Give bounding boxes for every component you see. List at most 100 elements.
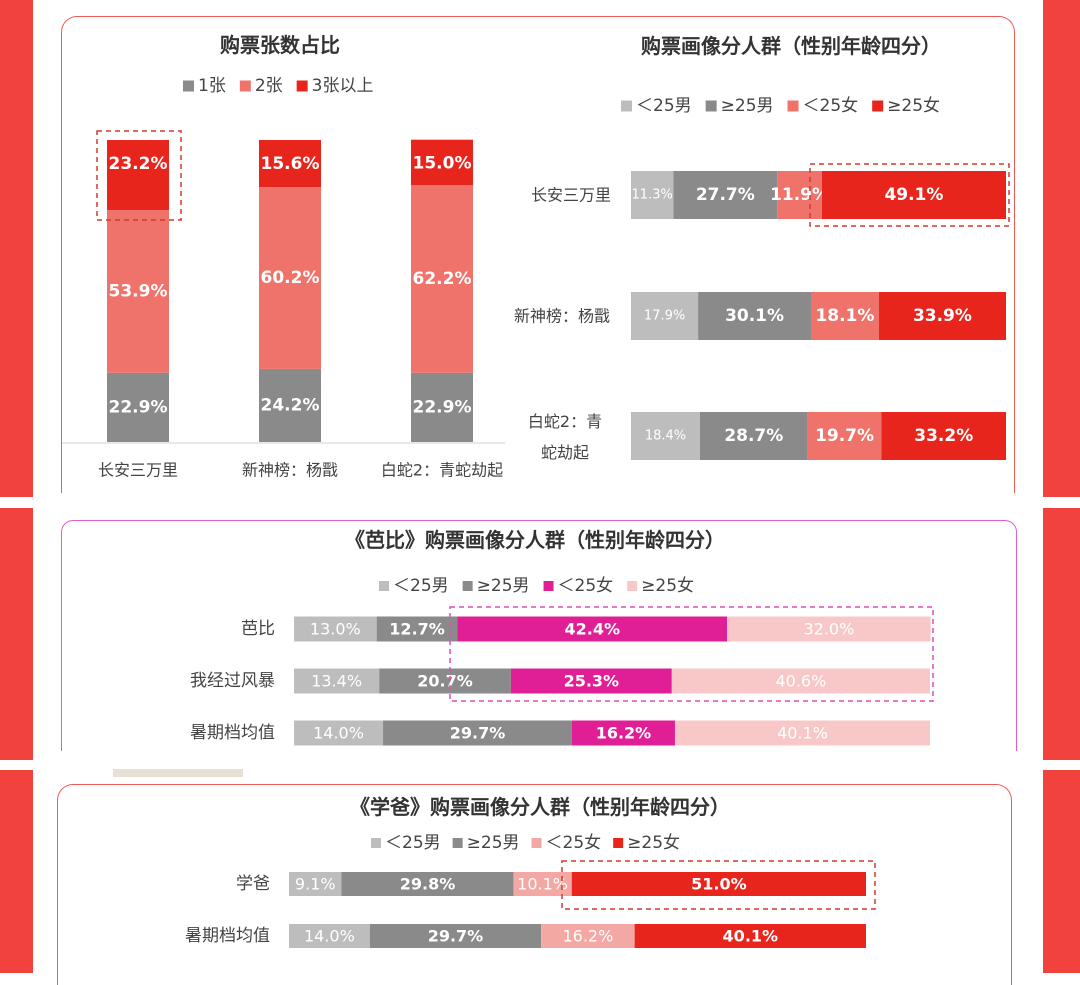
chart3-bar-2-1 [383, 720, 572, 746]
chart2-legend-swatch-0 [621, 100, 632, 112]
left-side-bar-middle [0, 508, 33, 760]
chart1-category-label-0: 长安三万里 [98, 461, 178, 480]
chart2-category-label-2-line-0: 白蛇2：青 [528, 412, 602, 431]
chart2-legend-label-0: ＜25男 [636, 96, 692, 116]
chart2-legend-label-3: ≥25女 [887, 96, 940, 116]
chart4-data-label-0-3: 51.0% [691, 875, 747, 894]
chart1-bar-0-2 [107, 140, 169, 211]
chart3-legend-label-2: ＜25女 [558, 576, 614, 596]
chart3-legend-label-0: ＜25男 [393, 576, 449, 596]
chart2-bar-0-3 [821, 171, 1006, 219]
chart2-bar-0-0 [631, 171, 674, 219]
chart4-bar-0-0 [289, 872, 342, 896]
chart2-category-label-0: 长安三万里 [531, 186, 611, 205]
chart1-bar-2-0 [411, 372, 473, 442]
chart3-category-label-0: 芭比 [241, 619, 275, 639]
chart2-bar-1-1 [698, 292, 811, 340]
chart3-data-label-1-2: 25.3% [564, 672, 620, 691]
chart4-bar-0-1 [341, 872, 514, 896]
chart2-bar-2-2 [807, 412, 882, 460]
chart2-bar-0-2 [777, 171, 822, 219]
chart3-category-label-2: 暑期档均值 [190, 723, 275, 743]
chart2-bar-2-0 [631, 412, 700, 460]
chart2-data-label-2-3: 33.2% [914, 426, 973, 446]
chart3-bar-1-3 [671, 668, 930, 694]
chart3-data-label-1-3: 40.6% [775, 672, 826, 691]
chart4-legend-swatch-2 [531, 838, 542, 848]
chart4-data-label-0-2: 10.1% [517, 875, 568, 894]
chart2-data-label-0-2: 11.9% [770, 185, 829, 205]
chart2-highlight-box [809, 163, 1010, 227]
chart1-title: 购票张数占比 [220, 33, 340, 57]
chart1-legend-label-2: 3张以上 [312, 76, 374, 96]
chart3-data-label-1-1: 20.7% [417, 672, 473, 691]
chart2-data-label-1-0: 17.9% [644, 309, 685, 324]
chart4-bar-0-3 [571, 872, 866, 896]
chart2-bar-1-2 [811, 292, 879, 340]
chart3-legend-label-3: ≥25女 [641, 576, 694, 596]
chart3-data-label-0-0: 13.0% [310, 620, 361, 639]
chart2-data-label-1-2: 18.1% [815, 306, 874, 326]
chart2-bar-1-3 [878, 292, 1006, 340]
chart3-bar-1-1 [379, 668, 511, 694]
chart1-bar-2-2 [411, 139, 473, 185]
chart2-title: 购票画像分人群（性别年龄四分） [641, 34, 941, 58]
chart1-category-label-2: 白蛇2：青蛇劫起 [381, 461, 503, 480]
chart4-legend-label-1: ≥25男 [467, 833, 520, 853]
chart4-bar-1-1 [369, 924, 542, 948]
chart3-data-label-1-0: 13.4% [311, 672, 362, 691]
chart4-bar-1-2 [541, 924, 635, 948]
chart1-bar-0-1 [107, 210, 169, 373]
chart2-legend-label-1: ≥25男 [721, 96, 774, 116]
chart3-legend-swatch-1 [462, 581, 473, 591]
chart3-legend-swatch-3 [627, 581, 638, 591]
chart3-bar-1-2 [510, 668, 672, 694]
chart3-bar-0-0 [294, 616, 377, 642]
chart4-data-label-1-0: 14.0% [304, 927, 355, 946]
chart2-category-label-2-line-1: 蛇劫起 [541, 443, 589, 462]
chart1-highlight-box [96, 130, 182, 221]
right-side-bar-top [1043, 0, 1080, 497]
chart4-data-label-1-2: 16.2% [562, 927, 613, 946]
chart4-data-label-0-1: 29.8% [400, 875, 456, 894]
chart1-bar-1-1 [259, 187, 321, 369]
chart3-bar-1-0 [294, 668, 380, 694]
chart3-data-label-2-0: 14.0% [313, 724, 364, 743]
chart1-legend-label-1: 2张 [255, 76, 283, 96]
chart3-bar-2-0 [294, 720, 384, 746]
chart2-data-label-2-2: 19.7% [815, 426, 874, 446]
chart3-legend-swatch-0 [379, 581, 389, 591]
chart2-legend-swatch-2 [787, 100, 799, 112]
chart2-legend-swatch-1 [705, 100, 717, 112]
chart2-category-label-2: 白蛇2：青蛇劫起 [528, 412, 602, 462]
right-side-bar-bottom [1043, 770, 1080, 973]
chart4-legend-swatch-3 [613, 838, 624, 848]
chart1-legend-label-0: 1张 [198, 76, 226, 96]
chart4-legend-label-2: ＜25女 [546, 833, 602, 853]
chart2-bar-1-0 [631, 292, 699, 340]
chart1-data-label-1-1: 60.2% [261, 268, 320, 288]
chart1-data-label-1-0: 24.2% [261, 395, 320, 415]
chart3-data-label-0-1: 12.7% [389, 620, 445, 639]
chart2-data-label-0-1: 27.7% [696, 185, 755, 205]
chart3-bar-0-2 [457, 616, 728, 642]
chart1-data-label-2-0: 22.9% [413, 397, 472, 417]
chart3-data-label-0-2: 42.4% [565, 620, 621, 639]
chart4-data-label-0-0: 9.1% [295, 875, 336, 894]
decorative-strip [113, 769, 243, 777]
chart1-data-label-2-1: 62.2% [413, 269, 472, 289]
chart4-highlight-box [561, 860, 876, 910]
chart1-data-label-1-2: 15.6% [261, 154, 320, 174]
chart3-bar-0-3 [727, 616, 931, 642]
chart3-data-label-0-3: 32.0% [803, 620, 854, 639]
chart2-legend-swatch-3 [872, 100, 884, 112]
chart1-legend-swatch-2 [296, 80, 308, 92]
chart2-data-label-2-0: 18.4% [645, 429, 686, 444]
chart3-data-label-2-3: 40.1% [777, 724, 828, 743]
chart1-data-label-0-1: 53.9% [109, 281, 168, 301]
chart1-data-label-2-2: 15.0% [413, 154, 472, 174]
chart1-bar-0-0 [107, 372, 169, 442]
chart3-bar-2-2 [571, 720, 675, 746]
chart1-bar-1-0 [259, 368, 321, 442]
